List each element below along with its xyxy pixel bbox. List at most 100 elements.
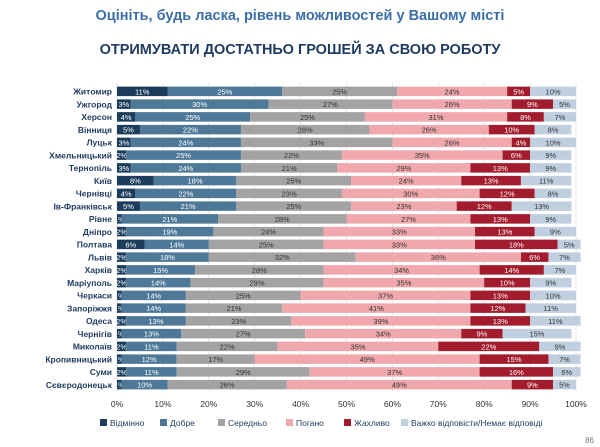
category-label: Маріуполь bbox=[67, 278, 112, 288]
data-label: 15% bbox=[153, 266, 168, 275]
category-label: Харків bbox=[85, 265, 112, 275]
category-label: Черкаси bbox=[77, 291, 112, 301]
category-label: Дніпро bbox=[83, 227, 112, 237]
bar-segment bbox=[117, 124, 140, 135]
x-tick-label: 10% bbox=[154, 399, 171, 409]
bar-segment bbox=[553, 379, 576, 390]
bar-segment bbox=[217, 214, 347, 224]
category-label: Житомир bbox=[72, 87, 112, 97]
bar-segment bbox=[144, 239, 209, 250]
data-label: 11% bbox=[539, 177, 554, 186]
bar-segment bbox=[254, 354, 480, 364]
category-label: Одеса bbox=[86, 316, 112, 326]
x-tick-label: 0% bbox=[111, 399, 124, 409]
category-label: Полтава bbox=[77, 240, 112, 250]
data-label: 30% bbox=[192, 100, 207, 109]
data-label: 35% bbox=[396, 279, 411, 288]
x-tick-label: 40% bbox=[292, 399, 309, 409]
data-label: 13% bbox=[484, 177, 499, 186]
data-label: 23% bbox=[396, 202, 411, 211]
bar-segment bbox=[525, 303, 576, 313]
data-label: 12% bbox=[142, 355, 157, 364]
data-label: 27% bbox=[323, 100, 338, 109]
data-label: 3% bbox=[118, 100, 129, 109]
bar-segment bbox=[185, 316, 292, 326]
bar-segment bbox=[309, 367, 480, 377]
data-label: 29% bbox=[236, 368, 251, 377]
bar-segment bbox=[117, 99, 131, 109]
data-label: 29% bbox=[249, 279, 264, 288]
bar-segment bbox=[470, 303, 526, 313]
data-label: 25% bbox=[286, 177, 301, 186]
data-label: 8% bbox=[548, 126, 559, 135]
category-label: Львів bbox=[88, 252, 112, 262]
data-label: 34% bbox=[394, 266, 409, 275]
legend-swatch bbox=[344, 419, 351, 426]
data-label: 26% bbox=[220, 381, 235, 390]
bar-segment bbox=[507, 86, 531, 97]
data-label: 13% bbox=[493, 164, 508, 173]
data-label: 4% bbox=[515, 138, 526, 147]
data-label: 14% bbox=[169, 240, 184, 249]
bar-segment bbox=[240, 150, 342, 160]
data-label: 10% bbox=[504, 126, 519, 135]
bar-segment bbox=[117, 277, 127, 288]
bar-segment bbox=[117, 201, 140, 211]
data-label: 4% bbox=[121, 113, 132, 122]
data-label: 33% bbox=[392, 228, 407, 237]
bar-segment bbox=[130, 99, 269, 109]
bar-segment bbox=[346, 214, 471, 224]
data-label: 31% bbox=[428, 113, 443, 122]
bar-segment bbox=[117, 379, 122, 390]
bar-segment bbox=[167, 379, 287, 390]
legend-label: Жахливо bbox=[354, 418, 390, 428]
data-label: 22% bbox=[284, 151, 299, 160]
category-label: Сєвєродонецьк bbox=[46, 380, 113, 390]
bar-segment bbox=[461, 328, 503, 339]
category-label: Суми bbox=[90, 367, 112, 377]
data-label: 13% bbox=[149, 317, 164, 326]
data-label: 10% bbox=[137, 381, 152, 390]
data-label: 9% bbox=[545, 279, 556, 288]
data-label: 12% bbox=[477, 202, 492, 211]
bar-segment bbox=[185, 290, 301, 301]
data-label: 10% bbox=[546, 87, 561, 96]
bar-segment bbox=[479, 265, 544, 275]
bar-segment bbox=[520, 252, 549, 262]
category-label: Київ bbox=[94, 176, 112, 186]
data-label: 24% bbox=[445, 87, 460, 96]
bar-segment bbox=[534, 124, 572, 135]
bar-segment bbox=[479, 188, 535, 199]
data-label: 5% bbox=[513, 87, 524, 96]
data-label: 26% bbox=[445, 138, 460, 147]
data-label: 13% bbox=[493, 215, 508, 224]
bar-segment bbox=[511, 137, 531, 148]
legend-label: Погано bbox=[296, 418, 324, 428]
bar-segment bbox=[470, 214, 531, 224]
data-label: 6% bbox=[529, 253, 540, 262]
bar-segment bbox=[117, 303, 122, 313]
bar-segment bbox=[511, 379, 554, 390]
bar-segment bbox=[117, 175, 154, 186]
data-label: 2% bbox=[116, 317, 127, 326]
bar-segment bbox=[117, 188, 136, 199]
bar-segment bbox=[520, 175, 572, 186]
category-label: Миколаїв bbox=[73, 342, 112, 352]
bar-segment bbox=[479, 354, 549, 364]
bar-segment bbox=[121, 354, 177, 364]
bar-segment bbox=[341, 150, 503, 160]
bar-segment bbox=[236, 188, 342, 199]
bar-segment bbox=[557, 239, 581, 250]
data-label: 5% bbox=[564, 240, 575, 249]
data-label: 9% bbox=[555, 342, 566, 351]
legend-swatch bbox=[100, 419, 107, 426]
bar-segment bbox=[268, 99, 393, 109]
bar-segment bbox=[117, 163, 131, 173]
data-label: 14% bbox=[146, 291, 161, 300]
bar-segment bbox=[236, 175, 352, 186]
bar-segment bbox=[176, 367, 310, 377]
data-label: 9% bbox=[527, 100, 538, 109]
bar-segment bbox=[530, 214, 572, 224]
data-label: 2% bbox=[116, 342, 127, 351]
